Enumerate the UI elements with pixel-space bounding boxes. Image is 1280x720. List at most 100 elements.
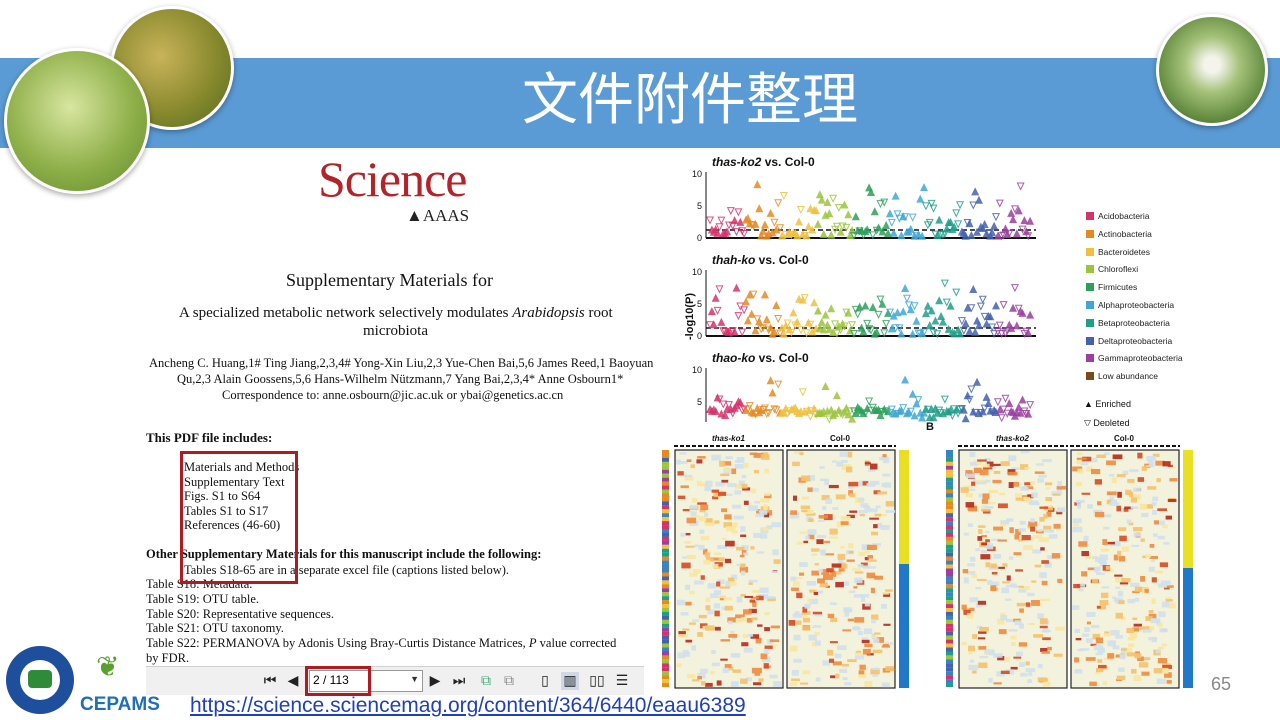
copy-icon[interactable]: ⧉ bbox=[481, 672, 491, 688]
heatmap-cell bbox=[714, 589, 722, 595]
annotation-strip-cell bbox=[662, 608, 669, 612]
heatmap-cell bbox=[1144, 588, 1149, 593]
heatmap-cell bbox=[681, 562, 691, 569]
data-point bbox=[859, 327, 868, 336]
heatmap-cell bbox=[864, 643, 873, 648]
heatmap-cell bbox=[1112, 645, 1120, 650]
data-point bbox=[1005, 398, 1014, 408]
heatmap-cell bbox=[734, 490, 742, 495]
heatmap-cell bbox=[796, 541, 804, 545]
panel-title: thas-ko2 vs. Col-0 bbox=[712, 155, 815, 169]
heatmap-cell bbox=[1008, 482, 1014, 489]
heatmap-cell bbox=[960, 487, 969, 493]
data-point bbox=[832, 391, 841, 400]
heatmap-cell bbox=[1033, 634, 1044, 638]
data-point bbox=[997, 329, 1006, 339]
heatmap-cell bbox=[1056, 485, 1066, 490]
data-point bbox=[929, 413, 938, 422]
continuous-page-icon[interactable]: ▥ bbox=[561, 672, 579, 690]
page-number-field[interactable]: 2 / 113 ▼ bbox=[309, 670, 423, 692]
article-link[interactable]: https://science.sciencemag.org/content/3… bbox=[190, 694, 746, 717]
scroll-icon[interactable]: ☰ bbox=[615, 672, 629, 688]
first-page-icon[interactable]: ⏮ bbox=[263, 672, 277, 688]
heatmap-cell bbox=[799, 531, 807, 534]
two-page-icon[interactable]: ▯▯ bbox=[589, 672, 605, 688]
heatmap-cell bbox=[727, 493, 733, 496]
heatmap-cell bbox=[967, 613, 974, 619]
data-point bbox=[726, 207, 735, 216]
data-point bbox=[969, 284, 978, 294]
heatmap-cell bbox=[872, 674, 879, 677]
legend-item: Alphaproteobacteria bbox=[1086, 300, 1174, 310]
heatmap-cell bbox=[814, 631, 821, 636]
heatmap-cell bbox=[704, 512, 709, 518]
heatmap-cell bbox=[991, 581, 1000, 587]
heatmap-cell bbox=[1142, 629, 1152, 633]
paste-icon[interactable]: ⧉ bbox=[504, 672, 514, 688]
data-point bbox=[717, 216, 726, 225]
heatmap-cell bbox=[1153, 533, 1158, 537]
heatmap-cell bbox=[803, 540, 809, 544]
heatmap-cell bbox=[979, 626, 989, 632]
heatmap-cell bbox=[1160, 580, 1171, 585]
includes-heading: This PDF file includes: bbox=[146, 430, 273, 445]
heatmap-cell bbox=[1072, 518, 1082, 524]
legend-item: Gammaproteobacteria bbox=[1086, 353, 1183, 363]
heatmap-cell bbox=[718, 491, 727, 496]
annotation-strip-cell bbox=[946, 659, 953, 664]
annotation-strip-cell bbox=[946, 663, 953, 668]
heatmap-cell bbox=[981, 509, 991, 512]
heatmap-cell bbox=[754, 501, 760, 504]
data-point bbox=[938, 231, 947, 240]
heatmap-cell bbox=[677, 495, 686, 499]
heatmap-cell bbox=[1115, 586, 1121, 589]
heatmap-cell bbox=[1158, 622, 1163, 628]
heatmap-cell bbox=[1151, 637, 1157, 643]
heatmap-cell bbox=[1119, 582, 1129, 585]
heatmap-cell bbox=[1128, 522, 1134, 526]
annotation-strip-cell bbox=[662, 667, 669, 672]
annotation-strip-cell bbox=[662, 560, 669, 565]
heatmap-cell bbox=[1166, 680, 1172, 684]
heatmap-cell bbox=[1028, 521, 1038, 527]
data-point bbox=[916, 194, 925, 203]
data-point bbox=[891, 191, 900, 200]
heatmap-cell bbox=[1131, 668, 1137, 674]
heatmap-cell bbox=[680, 485, 689, 489]
heatmap-cell bbox=[854, 617, 865, 623]
heatmap-cell bbox=[1107, 653, 1115, 659]
includes-highlight-box bbox=[180, 451, 298, 584]
heatmap-cell bbox=[689, 520, 699, 527]
data-point bbox=[967, 304, 976, 313]
data-point bbox=[821, 310, 830, 319]
data-point bbox=[806, 412, 815, 421]
heatmap-cell bbox=[873, 524, 878, 529]
heatmap-cell bbox=[977, 600, 987, 605]
single-page-icon[interactable]: ▯ bbox=[541, 672, 549, 688]
data-point bbox=[760, 290, 769, 299]
heatmap-cell bbox=[1120, 648, 1127, 651]
prev-page-icon[interactable]: ◀ bbox=[287, 672, 299, 688]
heatmap-cell bbox=[869, 517, 879, 520]
annotation-strip-cell bbox=[662, 592, 669, 597]
heatmap-cell bbox=[684, 541, 692, 544]
annotation-strip-cell bbox=[662, 521, 669, 526]
last-page-icon[interactable]: ⏭ bbox=[452, 672, 466, 688]
heatmap-cell bbox=[739, 554, 745, 558]
heatmap-cell bbox=[1129, 469, 1139, 473]
heatmap-cell bbox=[976, 481, 987, 485]
heatmap-cell bbox=[849, 493, 856, 498]
heatmap-cell bbox=[751, 617, 758, 621]
chevron-down-icon[interactable]: ▼ bbox=[410, 674, 419, 684]
annotation-strip-cell bbox=[946, 596, 953, 601]
heatmap-cell bbox=[824, 553, 835, 556]
data-point bbox=[908, 329, 917, 338]
data-point bbox=[974, 195, 983, 204]
heatmap-cell bbox=[1090, 468, 1101, 475]
heatmap-cell bbox=[996, 671, 1005, 677]
heatmap-cell bbox=[885, 510, 896, 513]
next-page-icon[interactable]: ▶ bbox=[429, 672, 441, 688]
heatmap-cell bbox=[1113, 597, 1124, 602]
data-point bbox=[946, 301, 955, 310]
legend-label: Acidobacteria bbox=[1098, 211, 1150, 221]
